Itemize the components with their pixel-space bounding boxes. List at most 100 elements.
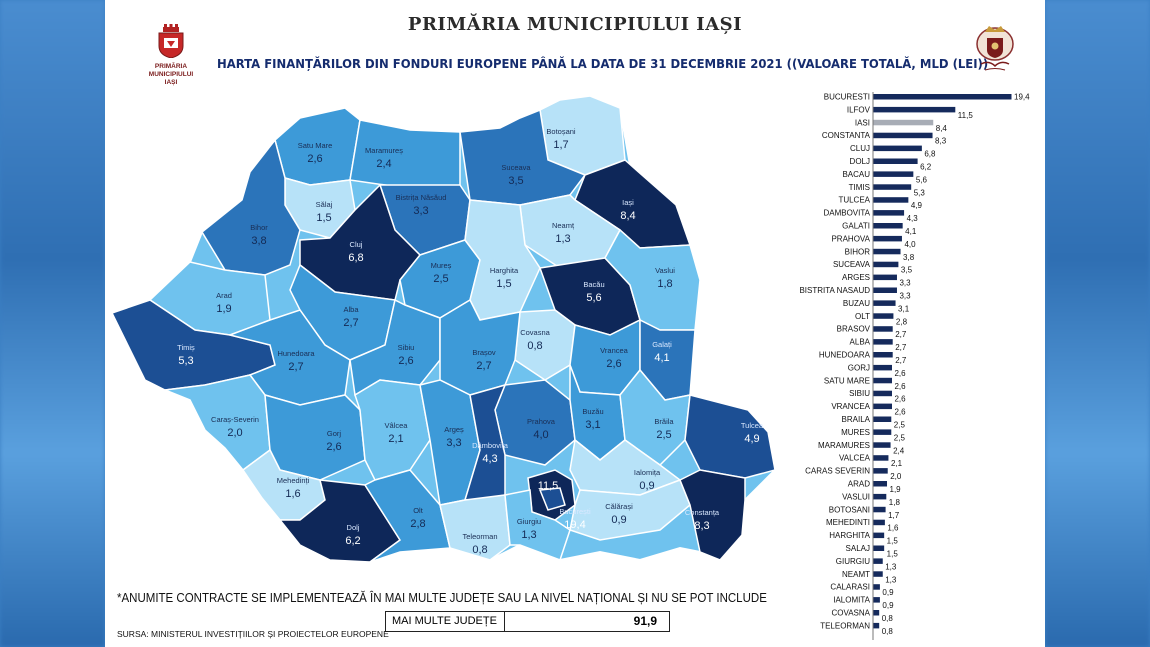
- county-name-label: Buzău: [582, 407, 603, 416]
- county-giurgiu: [504, 489, 571, 561]
- bar-value-label: 0,9: [882, 588, 894, 597]
- bar-value-label: 5,3: [914, 188, 926, 197]
- county-value-label: 1,6: [285, 488, 300, 500]
- county-name-label: Prahova: [527, 417, 556, 426]
- bar-category-label: CONSTANTA: [822, 131, 871, 140]
- bar: [873, 532, 885, 539]
- bar: [873, 506, 886, 513]
- bar-value-label: 4,1: [905, 227, 917, 236]
- county-name-label: Vâlcea: [385, 421, 409, 430]
- county-value-label: 5,3: [178, 355, 193, 367]
- county-name-label: Dolj: [347, 523, 360, 532]
- county-name-label: Dâmbovița: [472, 441, 509, 450]
- bar-value-label: 2,7: [895, 356, 907, 365]
- county-value-label: 2,0: [227, 427, 242, 439]
- county-value-label: 1,3: [555, 233, 570, 245]
- bar-value-label: 1,9: [890, 485, 902, 494]
- county-value-label: 8,3: [694, 520, 709, 532]
- bar-category-label: SALAJ: [846, 544, 870, 553]
- source-note: SURSA: MINISTERUL INVESTIȚIILOR ȘI PROIE…: [117, 629, 389, 639]
- county-bucuresti: [538, 487, 566, 511]
- county-value-label: 2,5: [433, 273, 448, 285]
- county-name-label: Arad: [216, 291, 232, 300]
- bar-category-label: OLT: [855, 312, 870, 321]
- iasi-brand-logo: [973, 24, 1023, 79]
- county-value-label: 4,9: [744, 433, 759, 445]
- bar-chart: BUCURESTI 19,4 ILFOV 11,5 IASI 8,4 CONSTANTA 8,…: [799, 92, 1030, 640]
- bar-value-label: 2,5: [894, 433, 906, 442]
- bar-value-label: 6,8: [924, 150, 936, 159]
- page-title: PRIMĂRIA MUNICIPIULUI IAȘI: [407, 14, 743, 35]
- county-value-label: 6,8: [348, 252, 363, 264]
- bar: [873, 622, 880, 629]
- bar: [873, 94, 1012, 100]
- bar-category-label: ARAD: [848, 480, 870, 489]
- bar: [873, 571, 883, 577]
- county-name-label: Constanța: [685, 508, 720, 517]
- county-name-label: Vaslui: [655, 266, 675, 275]
- bar-value-label: 4,3: [907, 214, 919, 223]
- bar-value-label: 3,3: [899, 292, 911, 301]
- multi-county-value: 91,9: [633, 614, 657, 628]
- county-name-label: Argeș: [444, 425, 464, 434]
- county-value-label: 1,7: [553, 139, 568, 151]
- bar: [873, 377, 892, 384]
- county-value-label: 1,5: [496, 278, 511, 290]
- background-right: [1045, 0, 1150, 647]
- bar-value-label: 2,0: [890, 472, 902, 481]
- county-name-label: Călărași: [605, 502, 633, 511]
- county-name-label: Mureș: [431, 261, 452, 270]
- bar: [873, 223, 903, 229]
- bar: [873, 158, 918, 164]
- bar-category-label: MARAMURES: [818, 441, 870, 450]
- county-value-label: 3,5: [508, 175, 523, 187]
- bar-value-label: 1,8: [889, 498, 901, 507]
- bar-group: BUCURESTI 19,4 ILFOV 11,5 IASI 8,4 CONSTANTA 8,…: [799, 93, 1030, 636]
- footnote: *ANUMITE CONTRACTE SE IMPLEMENTEAZĂ ÎN M…: [117, 591, 767, 605]
- county-name-label: Sălaj: [316, 200, 333, 209]
- city-logo: PRIMĂRIA MUNICIPIULUI IAȘI: [141, 24, 201, 87]
- bar: [873, 558, 883, 564]
- bar-category-label: BIHOR: [845, 247, 871, 256]
- bar: [873, 132, 933, 139]
- bar-value-label: 3,1: [898, 304, 910, 313]
- county-value-label: 2,7: [288, 361, 303, 373]
- logo-line-1: PRIMĂRIA: [154, 63, 188, 70]
- bar: [873, 545, 885, 551]
- chart-subtitle: HARTA FINANȚĂRILOR DIN FONDURI EUROPENE …: [217, 56, 989, 71]
- bar-category-label: COVASNA: [831, 609, 870, 618]
- bar-category-label: HUNEDOARA: [819, 351, 871, 360]
- bar-category-label: VRANCEA: [831, 402, 870, 411]
- bar-category-label: TIMIS: [849, 183, 870, 192]
- county-name-label: Brașov: [472, 348, 496, 357]
- county-value-label: 2,6: [606, 358, 621, 370]
- county-name-label: Mehedinți: [277, 476, 310, 485]
- county-name-label: Hunedoara: [277, 349, 315, 358]
- county-brasov: [439, 298, 521, 396]
- county-value-label: 3,8: [251, 235, 266, 247]
- logo-line-3: IAȘI: [164, 79, 178, 86]
- bar-value-label: 0,8: [882, 627, 894, 636]
- bar-category-label: GIURGIU: [836, 557, 870, 566]
- county-name-label: Satu Mare: [298, 141, 333, 150]
- county-name-label: Suceava: [501, 163, 531, 172]
- bar: [873, 610, 880, 616]
- bar-value-label: 3,3: [899, 279, 911, 288]
- bar-category-label: NEAMT: [842, 570, 870, 579]
- county-value-label: 2,6: [307, 153, 322, 165]
- bar-category-label: DAMBOVITA: [823, 209, 870, 218]
- bar-category-label: CLUJ: [850, 144, 870, 153]
- county-value-label: 3,3: [413, 205, 428, 217]
- county-value-label: 2,7: [343, 317, 358, 329]
- bar-category-label: SUCEAVA: [833, 260, 871, 269]
- bar: [873, 119, 934, 126]
- county-value-label: 2,5: [656, 429, 671, 441]
- bar: [873, 326, 893, 332]
- county-name-label: Cluj: [350, 240, 363, 249]
- bar: [873, 274, 897, 281]
- bar-value-label: 8,3: [935, 137, 947, 146]
- bar: [873, 106, 956, 113]
- county-name-label: Alba: [343, 305, 359, 314]
- bar-category-label: MURES: [841, 428, 870, 437]
- bar-value-label: 2,7: [895, 330, 907, 339]
